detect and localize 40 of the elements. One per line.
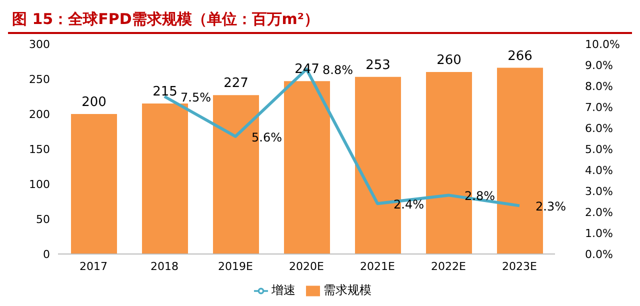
bar xyxy=(142,104,188,254)
data-label: 253 xyxy=(366,58,390,73)
data-label: 7.5% xyxy=(180,90,211,104)
bar xyxy=(71,114,117,254)
y-tick-label: 50 xyxy=(36,212,50,226)
y2-tick-label: 1.0% xyxy=(585,226,613,240)
data-label: 247 xyxy=(294,62,320,78)
y-tick-label: 150 xyxy=(29,142,50,156)
x-tick-label: 2021E xyxy=(360,260,396,273)
data-label: 260 xyxy=(436,53,462,68)
y-tick-label: 0 xyxy=(43,248,50,261)
x-tick-label: 2022E xyxy=(431,260,466,273)
data-label: 8.8% xyxy=(322,63,353,78)
data-label: 227 xyxy=(224,76,248,92)
x-tick-label: 2017 xyxy=(80,260,108,273)
y2-tick-label: 5.0% xyxy=(585,142,613,156)
y2-tick-label: 3.0% xyxy=(585,184,613,198)
bar xyxy=(284,81,330,254)
legend-label: 需求规模 xyxy=(324,283,372,297)
chart-title: 图 15：全球FPD需求规模（单位：百万m²） xyxy=(8,8,632,34)
y-tick-label: 250 xyxy=(29,72,50,86)
legend-label: 增速 xyxy=(272,283,296,297)
x-tick-label: 2020E xyxy=(289,260,324,273)
x-tick-label: 2023E xyxy=(502,260,538,273)
y-tick-label: 200 xyxy=(29,108,50,121)
y2-tick-label: 6.0% xyxy=(585,122,613,135)
y2-tick-label: 0.0% xyxy=(585,248,613,261)
x-tick-label: 2019E xyxy=(218,260,254,273)
y2-tick-label: 8.0% xyxy=(585,80,613,93)
data-label: 215 xyxy=(152,84,178,100)
y-tick-label: 300 xyxy=(29,38,50,51)
x-tick-label: 2018 xyxy=(150,260,178,273)
y2-tick-label: 2.0% xyxy=(585,206,613,219)
y2-tick-label: 9.0% xyxy=(585,58,613,72)
data-label: 200 xyxy=(82,95,106,110)
y-tick-label: 100 xyxy=(29,178,50,191)
y2-tick-label: 10.0% xyxy=(585,38,620,51)
data-label: 266 xyxy=(508,48,532,64)
y2-tick-label: 7.0% xyxy=(585,100,613,114)
y2-tick-label: 4.0% xyxy=(585,164,613,177)
